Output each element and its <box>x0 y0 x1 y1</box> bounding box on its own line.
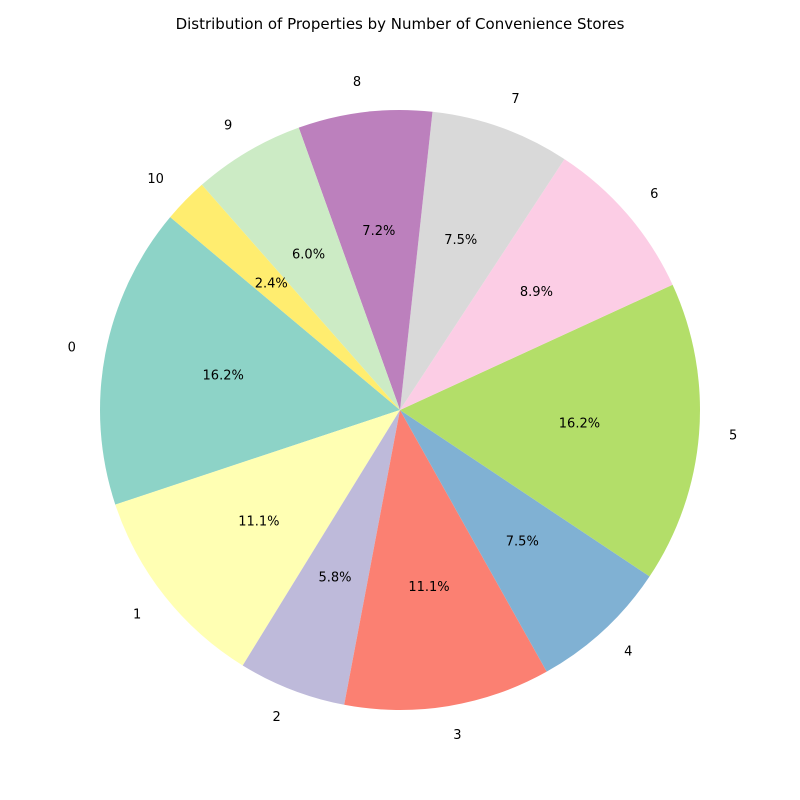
category-label-10: 10 <box>147 172 164 187</box>
category-labels: 0 1 2 3 4 5 6 7 8 9 10 <box>68 75 738 743</box>
pie-slice-6 <box>400 159 673 410</box>
category-label-8: 8 <box>353 75 361 90</box>
pie-slice-1 <box>115 410 400 666</box>
percent-label-5: 16.2% <box>559 417 600 432</box>
pie-slice-8 <box>298 109 433 410</box>
pie-slice-4 <box>400 410 650 672</box>
category-label-9: 9 <box>224 118 232 133</box>
percent-label-7: 7.5% <box>444 233 477 248</box>
category-label-4: 4 <box>624 645 632 660</box>
percent-label-3: 11.1% <box>408 580 449 595</box>
pie-slice-5 <box>400 284 701 577</box>
category-label-6: 6 <box>650 187 658 202</box>
category-label-3: 3 <box>453 728 461 743</box>
percent-label-2: 5.8% <box>318 570 351 585</box>
pie-slice-9 <box>201 127 400 410</box>
percent-label-4: 7.5% <box>506 535 539 550</box>
category-label-1: 1 <box>133 607 141 622</box>
category-label-0: 0 <box>68 341 76 356</box>
percent-label-10: 2.4% <box>255 277 288 292</box>
pie-slice-10 <box>170 184 400 410</box>
chart-title: Distribution of Properties by Number of … <box>176 15 625 33</box>
percent-label-1: 11.1% <box>238 514 279 529</box>
category-label-2: 2 <box>273 710 281 725</box>
percent-label-6: 8.9% <box>520 285 553 300</box>
percent-label-8: 7.2% <box>362 224 395 239</box>
percent-labels: 16.2% 11.1% 5.8% 11.1% 7.5% 16.2% 8.9% 7.5% 7.2%… <box>203 224 601 595</box>
category-label-5: 5 <box>729 428 737 443</box>
pie-slice-0 <box>99 217 401 505</box>
pie-slice-2 <box>242 410 400 705</box>
percent-label-9: 6.0% <box>292 247 325 262</box>
pie-slices <box>99 109 701 710</box>
category-label-7: 7 <box>511 92 519 107</box>
percent-label-0: 16.2% <box>203 369 244 384</box>
pie-slice-3 <box>344 410 547 710</box>
pie-slice-7 <box>400 111 565 411</box>
